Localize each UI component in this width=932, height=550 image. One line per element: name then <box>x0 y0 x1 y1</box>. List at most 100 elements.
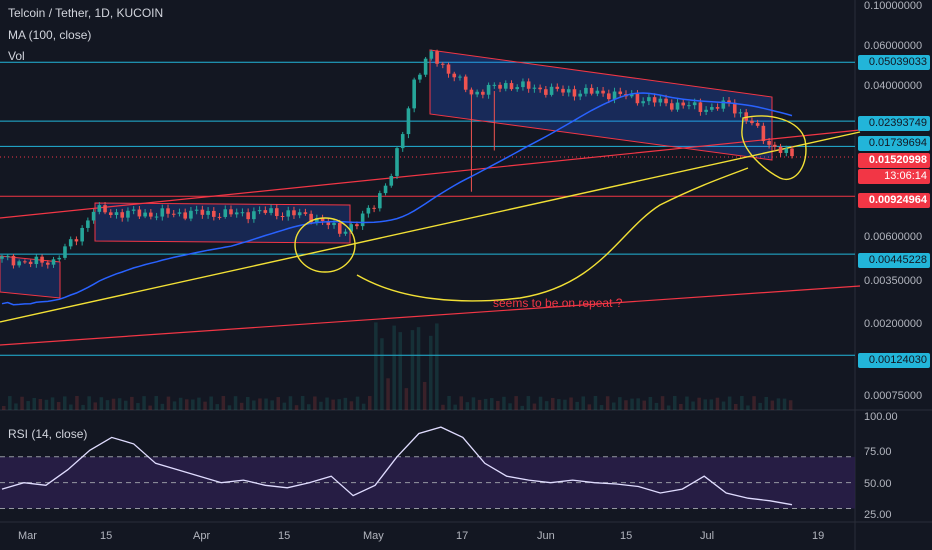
time-axis-label: 19 <box>812 530 825 542</box>
volume-bar <box>392 325 396 410</box>
volume-bar <box>490 398 494 410</box>
candle <box>767 141 771 145</box>
volume-bar <box>416 327 421 410</box>
candle <box>229 209 233 215</box>
candle <box>126 210 130 218</box>
candle <box>286 210 291 217</box>
volume-bar <box>422 381 427 410</box>
volume-bar <box>26 401 30 410</box>
candle <box>332 222 336 226</box>
candle <box>189 210 193 219</box>
volume-bar <box>410 330 415 410</box>
volume-bar <box>319 401 323 410</box>
volume-bar <box>160 403 165 410</box>
red-trendline-lower <box>0 285 861 346</box>
volume-bar <box>404 388 409 410</box>
volume-bar <box>654 402 659 410</box>
volume-bar <box>453 404 457 410</box>
volume-bar <box>2 406 6 410</box>
candle <box>166 208 170 214</box>
candle <box>435 51 439 64</box>
candle <box>34 256 39 265</box>
candle <box>171 213 176 215</box>
volume-bar <box>660 396 665 410</box>
candle <box>658 98 663 103</box>
price-tag-red: 0.00924964 <box>858 193 930 208</box>
candle <box>761 125 766 142</box>
candle <box>206 210 210 215</box>
candle <box>687 105 691 107</box>
candle <box>778 146 783 153</box>
candle <box>160 208 165 217</box>
price-axis-label: 0.10000000 <box>864 0 923 12</box>
candle <box>544 89 548 95</box>
channel-box-1 <box>0 255 61 299</box>
candle <box>715 107 720 109</box>
candle <box>458 76 462 78</box>
volume-bar <box>130 396 134 410</box>
volume-bar <box>270 400 274 410</box>
candle <box>183 212 187 219</box>
volume-bar <box>246 397 250 410</box>
candle <box>509 83 514 90</box>
candle <box>28 261 33 265</box>
annotation-text: seems to be on repeat ? <box>493 296 623 310</box>
candle <box>274 208 279 216</box>
volume-bar <box>142 396 146 410</box>
volume-bar <box>63 396 67 410</box>
candle <box>704 109 708 112</box>
candle <box>372 207 376 209</box>
candle <box>223 209 228 217</box>
volume-bar <box>209 396 213 410</box>
volume-bar <box>544 401 549 410</box>
price-axis-label: 0.00200000 <box>864 318 923 330</box>
countdown-tag: 13:06:14 <box>858 169 930 184</box>
candle <box>91 211 96 221</box>
red-trendline-upper <box>0 129 861 219</box>
volume-bar <box>14 403 18 410</box>
volume-bar <box>593 396 598 410</box>
candle <box>429 51 434 59</box>
price-tag-cyan: 0.01739694 <box>858 136 930 151</box>
volume-bar <box>447 396 451 410</box>
highlight-circle <box>741 115 807 181</box>
price-axis-label: 0.04000000 <box>864 80 923 92</box>
volume-bar <box>734 403 738 410</box>
volume-bar <box>740 396 744 410</box>
candle <box>418 74 422 80</box>
candle <box>45 262 50 265</box>
volume-bar <box>563 399 567 410</box>
volume-bar <box>648 396 653 410</box>
volume-bar <box>465 402 470 410</box>
volume-bar <box>337 399 341 410</box>
volume-bar <box>221 396 226 410</box>
volume-bar <box>374 322 378 410</box>
volume-bar <box>258 398 262 410</box>
candle <box>240 212 245 214</box>
candle <box>217 216 222 218</box>
candle <box>784 148 789 153</box>
candle <box>395 148 399 176</box>
time-axis-label: 15 <box>278 530 291 542</box>
candle <box>647 97 651 102</box>
price-tag-cyan: 0.05039033 <box>858 55 930 70</box>
candle <box>664 98 668 104</box>
time-axis-label: Jun <box>537 530 555 542</box>
candle <box>400 134 405 149</box>
volume-bar <box>398 332 402 410</box>
candle <box>503 83 508 89</box>
annotation-arrow-curve <box>356 167 749 302</box>
candle <box>744 112 749 121</box>
volume-bar <box>715 397 720 410</box>
volume-bar <box>483 398 488 410</box>
volume-bar <box>136 403 140 410</box>
volume-bar <box>282 402 287 410</box>
candle <box>5 255 10 257</box>
volume-bar <box>471 397 476 410</box>
candle <box>63 246 67 258</box>
volume-bar <box>185 399 189 410</box>
volume-bar <box>215 404 219 410</box>
volume-bar <box>307 404 311 410</box>
volume-bar <box>459 396 463 410</box>
